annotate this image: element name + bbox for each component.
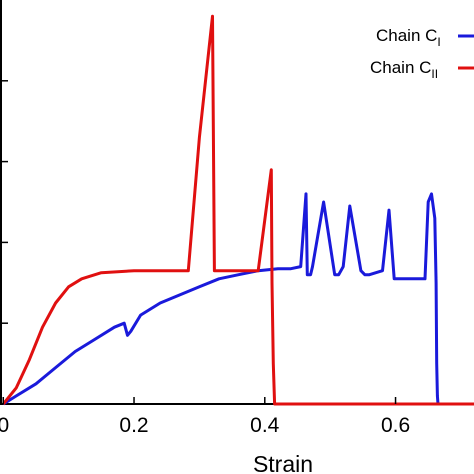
legend-label-chain-ci-main: Chain C (376, 26, 437, 45)
series-layer (2, 14, 474, 406)
legend-label-chain-ci: Chain CI (376, 26, 441, 49)
x-tick-label: 0.6 (381, 414, 410, 437)
series-line-chain-ci (2, 192, 440, 406)
series-line-chain-cii (2, 14, 474, 406)
legend: Chain CI Chain CII (370, 26, 474, 81)
x-tick-label: 0 (0, 414, 9, 437)
tick-layer: 0 0.2 0.4 0.6 (0, 80, 410, 437)
legend-label-chain-ci-sub: I (437, 35, 440, 49)
legend-label-chain-cii-main: Chain C (370, 58, 431, 77)
legend-label-chain-cii: Chain CII (370, 58, 438, 81)
x-axis-label: Strain (253, 451, 313, 474)
x-tick-label: 0.2 (119, 414, 148, 437)
x-tick-label: 0.4 (250, 414, 280, 437)
legend-label-chain-cii-sub: II (431, 67, 438, 81)
